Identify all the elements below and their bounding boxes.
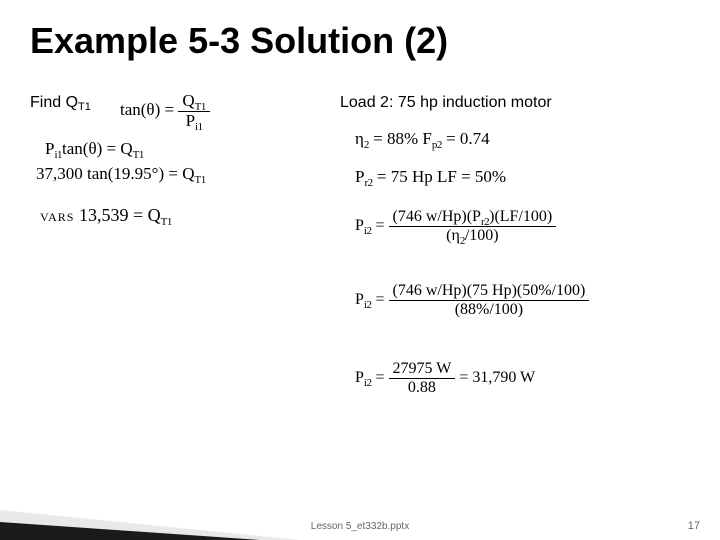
handwriting-left-line1: tan(θ) = QT1 Pi1 [120, 92, 210, 130]
left-column-header: Find QT1 [30, 94, 91, 112]
handwriting-right-line4: Pi2 = (746 w/Hp)(75 Hp)(50%/100) (88%/10… [355, 282, 589, 318]
wedge-decoration [0, 450, 300, 540]
handwriting-left-line3: 37,300 tan(19.95°) = QT1 [36, 165, 206, 184]
handwriting-right-line5: Pi2 = 27975 W 0.88 = 31,790 W [355, 360, 535, 396]
handwriting-left-line2: Pi1tan(θ) = QT1 [45, 140, 144, 159]
right-column-header: Load 2: 75 hp induction motor [340, 94, 552, 112]
left-header-sub: T1 [78, 101, 91, 113]
left-header-text: Find Q [30, 94, 78, 111]
handwriting-right-line3: Pi2 = (746 w/Hp)(Pr2)(LF/100) (η2/100) [355, 208, 556, 244]
slide: Example 5-3 Solution (2) Find QT1 Load 2… [0, 0, 720, 540]
handwriting-right-line1: η2 = 88% Fp2 = 0.74 [355, 130, 490, 149]
footer-filename: Lesson 5_et332b.pptx [311, 521, 409, 532]
handwriting-left-line4: VARS 13,539 = QT1 [40, 206, 172, 226]
handwriting-right-line2: Pr2 = 75 Hp LF = 50% [355, 168, 506, 187]
slide-title: Example 5-3 Solution (2) [30, 20, 448, 62]
footer-page-number: 17 [688, 520, 700, 532]
